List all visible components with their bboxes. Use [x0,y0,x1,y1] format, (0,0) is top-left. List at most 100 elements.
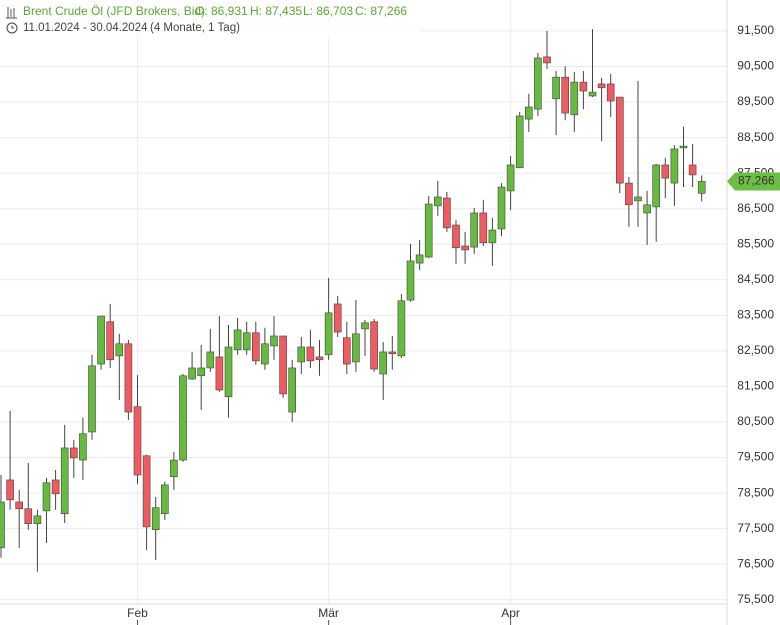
y-tick-label: 88,500 [737,130,774,144]
candle-body [415,254,424,264]
candle-body [252,332,260,362]
candle-body [406,260,415,301]
candle-body [433,196,442,207]
instrument-name: Brent Crude Öl (JFD Brokers, Bid) [23,4,205,18]
open-label: O: 86,931 [195,4,248,18]
candle-body [224,346,233,398]
last-price-marker [727,172,780,191]
candle-body [461,245,469,251]
candle-body [670,148,679,184]
low-label: L: 86,703 [303,4,353,18]
candle-body [51,479,60,495]
candle-body [361,322,369,330]
candle-body [625,182,633,206]
candle-body [88,365,96,433]
candle-body [543,56,551,64]
candle-body [488,229,497,244]
candle-body [424,203,433,258]
candle-body [233,329,242,351]
y-tick-label: 82,500 [737,343,774,357]
candle-body [324,312,333,356]
candle-body [634,196,642,202]
candle-body [479,212,488,244]
candle-body [561,76,570,114]
y-tick-label: 90,500 [737,59,774,73]
candle-body [206,351,215,369]
candle-body [397,300,406,357]
candle-body [261,343,269,365]
y-tick-label: 86,500 [737,201,774,215]
candle-body [379,351,388,375]
candle-body [688,164,697,176]
candle-body [643,204,651,214]
candle-body [315,356,324,361]
candle-body [188,367,196,380]
chart-icon [6,7,17,19]
candle-body [579,81,588,92]
candle-body [297,346,306,363]
candle-body [661,164,670,179]
candle-body [370,321,378,370]
candle-body [333,303,342,333]
y-tick-label: 80,500 [737,414,774,428]
candle-body [6,479,14,501]
candle-body [588,91,597,97]
candle-body [133,406,142,476]
candle-body [97,315,105,365]
candle-body [352,333,360,363]
candle-body [515,115,524,169]
candle-body [197,367,205,377]
y-tick-label: 78,500 [737,485,774,499]
legend-header: Brent Crude Öl (JFD Brokers, Bid) O: 86,… [0,0,420,38]
close-label: C: 87,266 [355,4,407,18]
x-tick-label: Apr [501,606,520,620]
date-range: 11.01.2024 - 30.04.2024 [23,22,148,34]
candle-body [570,81,579,116]
candle-body [115,343,124,357]
y-tick-label: 81,500 [737,379,774,393]
candle-body [388,351,397,355]
candle-body [534,57,542,110]
y-tick-label: 91,500 [737,23,774,37]
candle-body [615,96,624,184]
duration: (4 Monate, 1 Tag) [150,22,240,34]
y-tick-label: 84,500 [737,272,774,286]
candle-body [170,459,178,478]
candle-body [597,83,606,89]
candle-body [524,106,533,120]
candle-body [452,224,460,249]
candle-body [151,507,160,531]
candle-body [142,455,151,528]
candle-body [179,375,187,461]
x-tick-label: Mär [318,606,339,620]
candle-body [270,335,278,347]
candle-body [70,447,78,459]
header-bg [0,0,420,38]
y-tick-label: 76,500 [737,556,774,570]
candle-body [0,501,5,549]
candle-body [242,332,251,351]
candle-body [33,515,42,524]
candle-body [506,164,515,192]
candle-body [497,186,506,230]
candle-body [443,197,451,229]
y-tick-label: 75,500 [737,592,774,606]
candle-body [215,356,224,391]
y-tick-label: 77,500 [737,521,774,535]
candles [0,29,706,572]
candle-body [106,321,114,361]
candle-body [697,181,706,194]
candle-body [60,447,69,515]
y-tick-label: 83,500 [737,308,774,322]
candle-body [79,433,87,461]
candle-body [279,335,287,395]
candle-body [124,343,133,413]
high-label: H: 87,435 [250,4,302,18]
clock-icon [6,22,18,34]
candle-body [24,508,33,524]
candle-body [15,501,23,510]
candle-body [470,212,479,248]
last-price-label: 87,266 [738,174,775,188]
candle-body [652,164,661,208]
